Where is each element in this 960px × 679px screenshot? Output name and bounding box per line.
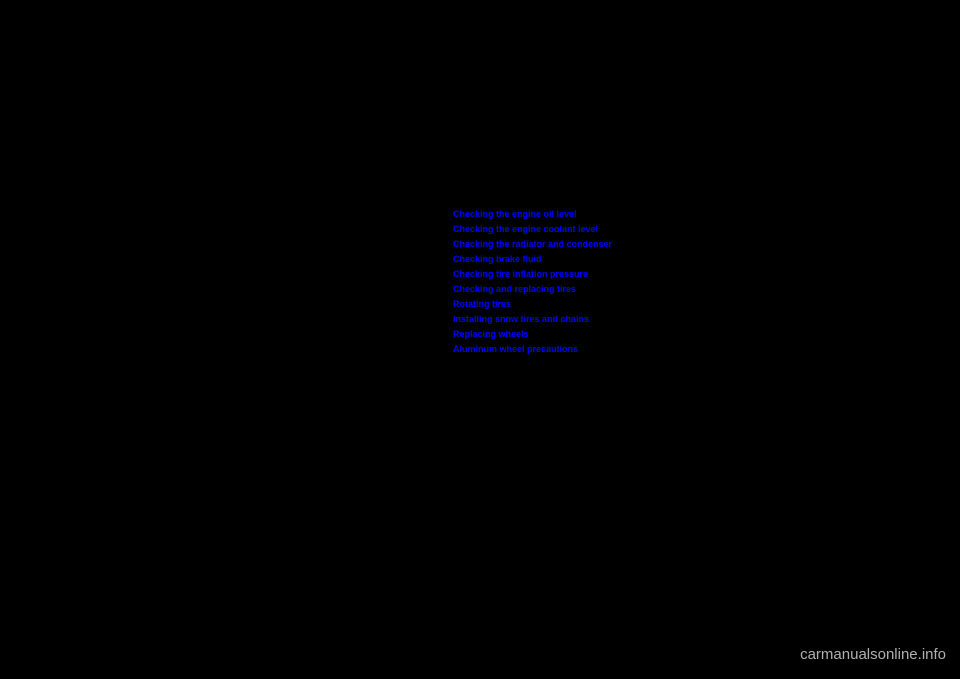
watermark-text: carmanualsonline.info [800,646,946,663]
toc-link-aluminum-wheel[interactable]: Aluminum wheel precautions [453,342,612,356]
toc-link-engine-oil[interactable]: Checking the engine oil level [453,207,612,221]
toc-link-snow-tires[interactable]: Installing snow tires and chains [453,312,612,326]
toc-link-rotating-tires[interactable]: Rotating tires [453,297,612,311]
toc-link-engine-coolant[interactable]: Checking the engine coolant level [453,222,612,236]
table-of-contents: Checking the engine oil level Checking t… [453,207,612,356]
toc-link-replacing-wheels[interactable]: Replacing wheels [453,327,612,341]
toc-link-radiator-condenser[interactable]: Checking the radiator and condenser [453,237,612,251]
toc-link-replacing-tires[interactable]: Checking and replacing tires [453,282,612,296]
toc-link-brake-fluid[interactable]: Checking brake fluid [453,252,612,266]
toc-link-tire-pressure[interactable]: Checking tire inflation pressure [453,267,612,281]
